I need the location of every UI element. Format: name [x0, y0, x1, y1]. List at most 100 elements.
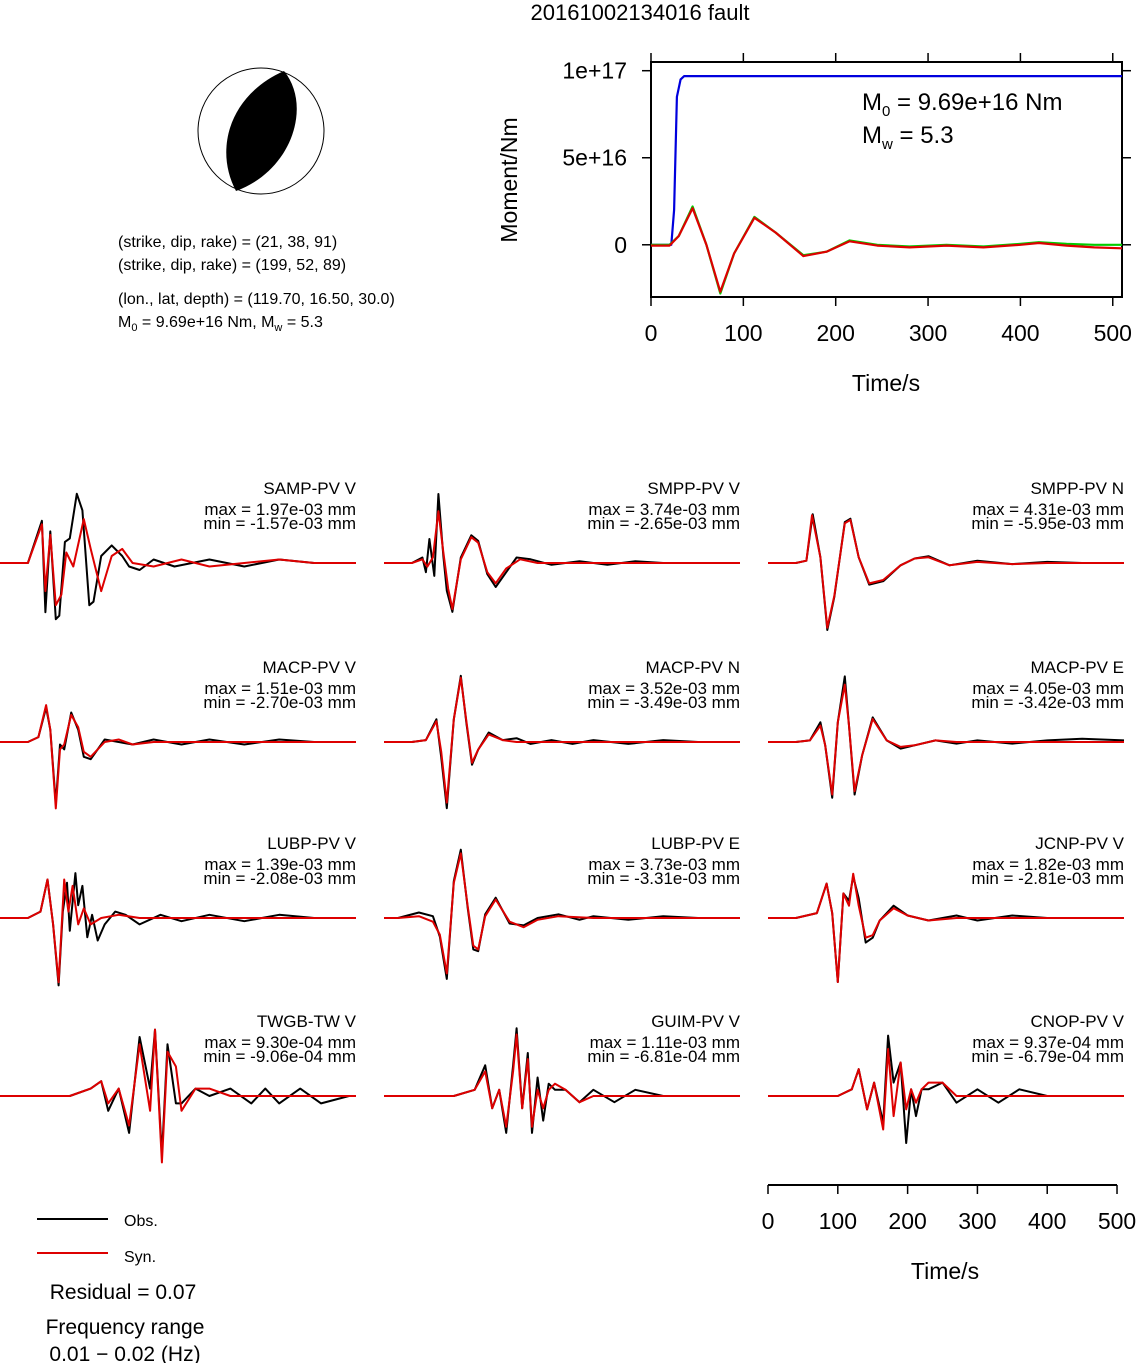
station-label: MACP-PV E [1030, 658, 1124, 677]
max-label: max = 9.37e-04 mm [972, 1033, 1124, 1052]
min-label: min = -3.31e-03 mm [587, 869, 740, 888]
min-label: min = -2.70e-03 mm [203, 693, 356, 712]
moment-y-tick-label: 0 [614, 232, 627, 258]
waveform-x-tick-label: 0 [762, 1208, 775, 1234]
min-label: min = -2.81e-03 mm [971, 869, 1124, 888]
frequency-range-label: Frequency range [46, 1316, 205, 1339]
max-label: max = 1.51e-03 mm [204, 679, 356, 698]
figure-title: 20161002134016 fault [531, 0, 750, 25]
observed-trace [768, 875, 1124, 983]
station-label: SAMP-PV V [263, 479, 356, 498]
legend-syn-label: Syn. [124, 1249, 156, 1266]
max-label: max = 3.73e-03 mm [588, 855, 740, 874]
max-label: max = 1.11e-03 mm [590, 1033, 740, 1052]
min-label: min = -6.79e-04 mm [971, 1047, 1124, 1066]
max-label: max = 4.05e-03 mm [972, 679, 1124, 698]
waveform-x-tick-label: 500 [1098, 1208, 1136, 1234]
station-label: SMPP-PV N [1030, 479, 1124, 498]
synthetic-trace [768, 872, 1124, 983]
station-label: LUBP-PV E [651, 834, 740, 853]
moment-chart: 0 100 200 300 400 500 0 5e+16 1e+17 Moment/Nm Ti… [496, 53, 1132, 396]
moment-line: M0 = 9.69e+16 Nm, Mw = 5.3 [118, 314, 323, 334]
moment-y-tick-label: 5e+16 [562, 145, 627, 171]
focal-mechanism-beachball [197, 67, 325, 195]
synthetic-trace [384, 1033, 740, 1128]
max-label: max = 9.30e-04 mm [204, 1033, 356, 1052]
residual-text: Residual = 0.07 [50, 1281, 197, 1304]
moment-series-line-1 [651, 205, 1122, 295]
synthetic-trace [384, 852, 740, 975]
moment-x-tick-label: 200 [817, 320, 855, 346]
moment-x-tick-label: 400 [1001, 320, 1039, 346]
station-label: SMPP-PV V [647, 479, 740, 498]
max-label: max = 1.82e-03 mm [972, 855, 1124, 874]
min-label: min = -5.95e-03 mm [971, 514, 1124, 533]
m0-annotation: M0 = 9.69e+16 Nm [862, 89, 1062, 120]
waveform-x-tick-label: 100 [819, 1208, 857, 1234]
moment-xlabel: Time/s [852, 370, 920, 396]
moment-series-line-0 [651, 75, 1122, 246]
station-label: CNOP-PV V [1030, 1012, 1124, 1031]
min-label: min = -2.65e-03 mm [587, 514, 740, 533]
observed-trace [0, 492, 356, 621]
waveform-x-tick-label: 300 [958, 1208, 996, 1234]
moment-x-tick-label: 100 [724, 320, 762, 346]
moment-plot-frame [650, 61, 1123, 298]
observed-trace [0, 706, 356, 805]
min-label: min = -3.42e-03 mm [971, 693, 1124, 712]
max-label: max = 3.74e-03 mm [588, 500, 740, 519]
synthetic-trace [0, 878, 356, 984]
moment-ylabel: Moment/Nm [496, 117, 522, 242]
max-label: max = 4.31e-03 mm [972, 500, 1124, 519]
moment-x-tick-label: 0 [645, 320, 658, 346]
moment-y-tick-label: 1e+17 [562, 58, 627, 84]
synthetic-trace [0, 704, 356, 810]
min-label: min = -2.08e-03 mm [203, 869, 356, 888]
synthetic-trace [768, 514, 1124, 629]
waveform-time-axis: Time/s 0 100 200 300 400 500 [762, 1184, 1136, 1284]
synthetic-trace [0, 518, 356, 607]
max-label: max = 1.97e-03 mm [204, 500, 356, 519]
frequency-range-value: 0.01 − 0.02 (Hz) [49, 1343, 200, 1363]
synthetic-trace [0, 1028, 356, 1164]
max-label: max = 1.39e-03 mm [204, 855, 356, 874]
waveform-xlabel: Time/s [911, 1258, 979, 1284]
station-label: JCNP-PV V [1035, 834, 1124, 853]
location-line: (lon., lat, depth) = (119.70, 16.50, 30.… [118, 291, 395, 308]
min-label: min = -3.49e-03 mm [587, 693, 740, 712]
moment-x-tick-label: 300 [909, 320, 947, 346]
synthetic-trace [384, 510, 740, 611]
station-label: MACP-PV N [646, 658, 740, 677]
synthetic-trace [768, 1048, 1124, 1131]
station-label: LUBP-PV V [267, 834, 356, 853]
synthetic-trace [768, 683, 1124, 796]
waveform-x-tick-label: 400 [1028, 1208, 1066, 1234]
synthetic-trace [384, 676, 740, 804]
min-label: min = -9.06e-04 mm [203, 1047, 356, 1066]
waveform-x-tick-label: 200 [888, 1208, 926, 1234]
observed-trace [0, 1028, 356, 1156]
legend-obs-label: Obs. [124, 1213, 158, 1230]
moment-series-line-2 [651, 207, 1123, 293]
moment-x-tick-label: 500 [1094, 320, 1132, 346]
mw-annotation: Mw = 5.3 [862, 122, 954, 153]
mechanism-line-2: (strike, dip, rake) = (199, 52, 89) [118, 257, 346, 274]
station-label: GUIM-PV V [651, 1012, 740, 1031]
min-label: min = -6.81e-04 mm [587, 1047, 740, 1066]
max-label: max = 3.52e-03 mm [588, 679, 740, 698]
observed-trace [384, 493, 740, 613]
